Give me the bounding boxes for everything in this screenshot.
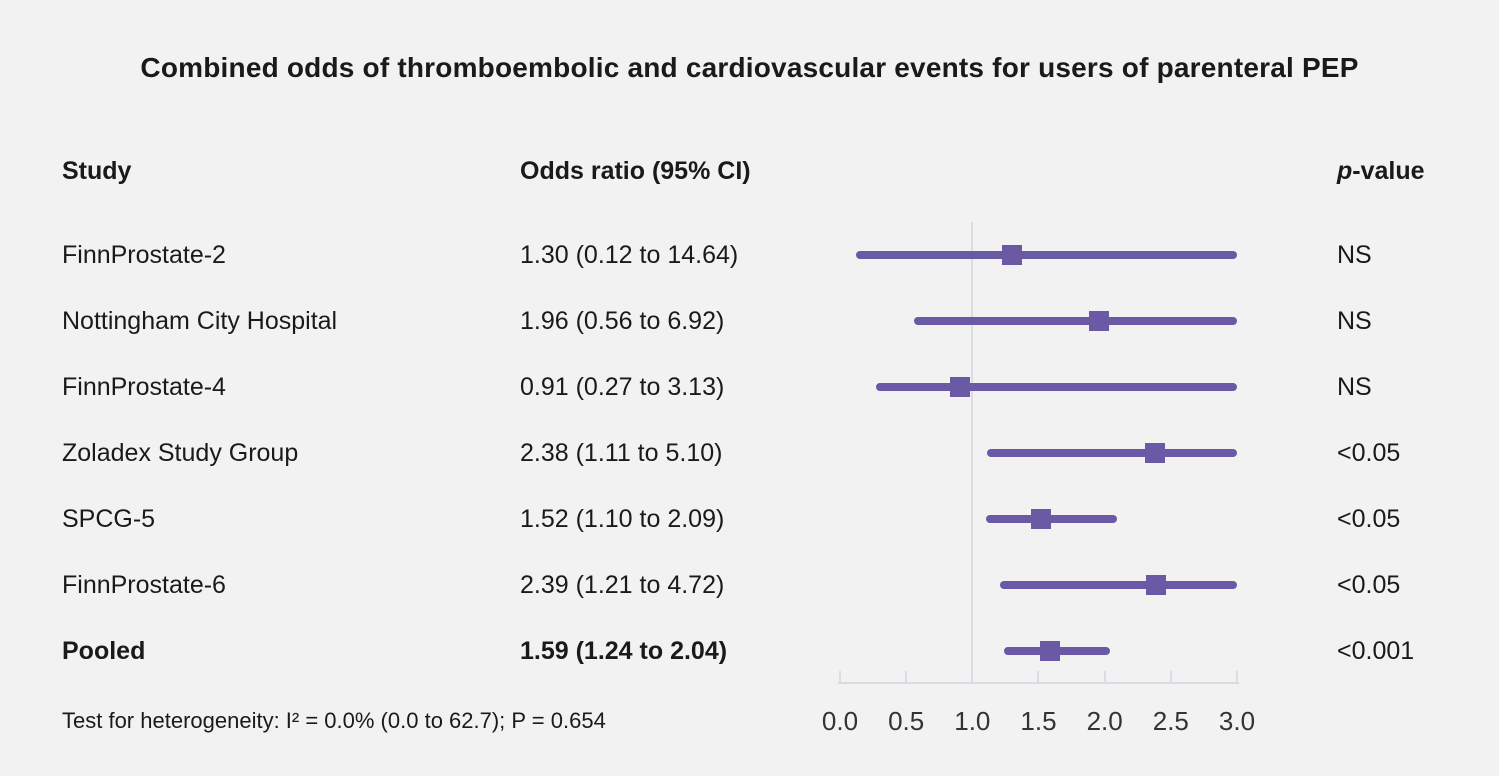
x-axis-tick-label: 2.0 <box>1086 706 1123 736</box>
heterogeneity-footnote: Test for heterogeneity: I² = 0.0% (0.0 t… <box>62 708 606 733</box>
x-axis-tick <box>1235 671 1238 682</box>
x-axis-tick-label: 2.5 <box>1152 706 1189 736</box>
odds-ratio-ci-label: 0.91 (0.27 to 3.13) <box>520 373 725 401</box>
p-value: NS <box>1337 307 1372 335</box>
chart-title: Combined odds of thromboembolic and card… <box>140 52 1359 83</box>
p-value-header-italic-p: p <box>1337 157 1353 185</box>
reference-line <box>971 222 974 684</box>
odds-ratio-ci-label: 1.96 (0.56 to 6.92) <box>520 307 725 335</box>
study-name: SPCG-5 <box>62 505 156 533</box>
estimate-marker <box>1002 245 1023 265</box>
odds-ratio-ci-label: 1.52 (1.10 to 2.09) <box>520 505 725 533</box>
confidence-interval-line <box>875 383 1237 391</box>
x-axis-tick-label: 1.5 <box>1020 706 1057 736</box>
estimate-marker <box>950 377 971 397</box>
study-name: FinnProstate-4 <box>62 373 226 401</box>
odds-ratio-ci-label: 2.38 (1.11 to 5.10) <box>520 439 723 467</box>
confidence-interval-line <box>914 317 1237 325</box>
p-value: <0.05 <box>1337 439 1401 467</box>
x-axis-tick <box>1037 671 1040 682</box>
study-name: Zoladex Study Group <box>62 439 299 467</box>
x-axis-tick <box>1169 671 1172 682</box>
odds-ratio-ci-label: 1.59 (1.24 to 2.04) <box>520 637 728 665</box>
x-axis-tick <box>905 671 908 682</box>
column-header-odds-ratio: Odds ratio (95% CI) <box>520 157 751 185</box>
odds-ratio-ci-label: 2.39 (1.21 to 4.72) <box>520 571 725 599</box>
x-axis-line <box>838 682 1239 684</box>
confidence-interval-line <box>986 449 1237 457</box>
x-axis-tick <box>971 671 974 682</box>
column-header-p-value: p-value <box>1337 155 1425 187</box>
p-value: <0.001 <box>1337 637 1415 665</box>
x-axis-tick-label: 3.0 <box>1218 706 1256 736</box>
estimate-marker <box>1146 575 1167 595</box>
study-name: Nottingham City Hospital <box>62 307 338 335</box>
estimate-marker <box>1031 509 1052 529</box>
x-axis-tick <box>839 671 841 682</box>
p-value: <0.05 <box>1337 571 1401 599</box>
study-name: FinnProstate-6 <box>62 571 226 599</box>
estimate-marker <box>1040 641 1061 661</box>
confidence-interval-line <box>855 251 1237 259</box>
estimate-marker <box>1144 443 1165 463</box>
p-value-header-suffix: -value <box>1352 157 1425 185</box>
p-value: NS <box>1337 373 1372 401</box>
x-axis-tick-label: 0.0 <box>821 706 859 736</box>
estimate-marker <box>1089 311 1110 331</box>
confidence-interval-line <box>1000 581 1237 589</box>
column-header-study: Study <box>62 157 132 185</box>
x-axis-tick <box>1103 671 1106 682</box>
odds-ratio-ci-label: 1.30 (0.12 to 14.64) <box>520 241 739 269</box>
p-value: <0.05 <box>1337 505 1401 533</box>
x-axis-tick-label: 0.5 <box>888 706 925 736</box>
p-value: NS <box>1337 241 1372 269</box>
study-name: Pooled <box>62 637 146 665</box>
x-axis-tick-label: 1.0 <box>954 706 991 736</box>
study-name: FinnProstate-2 <box>62 241 226 269</box>
